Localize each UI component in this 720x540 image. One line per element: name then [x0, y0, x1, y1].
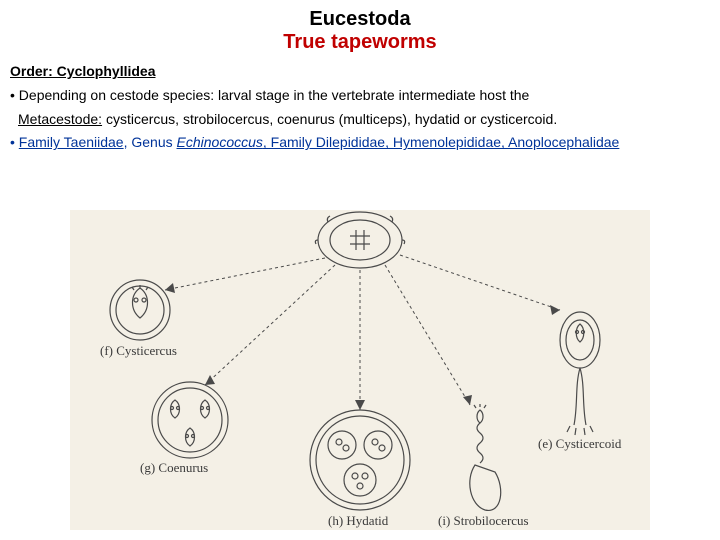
egg-icon [315, 212, 404, 268]
title-sub: True tapeworms [0, 31, 720, 54]
label-i: (i) Strobilocercus [438, 513, 529, 528]
content-block: Order: Cyclophyllidea • Depending on ces… [0, 54, 720, 155]
title-main: Eucestoda [0, 8, 720, 31]
figure-svg: (f) Cysticercus (g) Coenurus [70, 210, 650, 530]
label-e: (e) Cysticercoid [538, 436, 622, 451]
metacestode-term: Metacestode: [18, 111, 102, 127]
genus-word: , Genus [124, 134, 177, 150]
genus-echinococcus: Echinococcus [177, 134, 263, 150]
slide: Eucestoda True tapeworms Order: Cyclophy… [0, 0, 720, 540]
cysticercus-icon [110, 280, 170, 340]
bullet-1-line-a: • Depending on cestode species: larval s… [10, 84, 710, 108]
title-block: Eucestoda True tapeworms [0, 0, 720, 54]
family-taeniidae: Family Taeniidae [19, 134, 124, 150]
bullet-2: • Family Taeniidae, Genus Echinococcus, … [10, 131, 710, 155]
families-rest: , Family Dilepididae, Hymenolepididae, A… [263, 134, 619, 150]
larval-stages-figure: (f) Cysticercus (g) Coenurus [70, 210, 650, 530]
bullet-1-rest: cysticercus, strobilocercus, coenurus (m… [102, 111, 557, 127]
bullet-1-line-b: Metacestode: cysticercus, strobilocercus… [10, 108, 710, 132]
coenurus-icon [152, 382, 228, 458]
label-g: (g) Coenurus [140, 460, 208, 475]
strobilocercus-icon [470, 404, 501, 510]
hydatid-icon [310, 410, 410, 510]
order-heading: Order: Cyclophyllidea [10, 60, 710, 84]
label-h: (h) Hydatid [328, 513, 389, 528]
arrowheads-icon [165, 283, 560, 410]
bullet-2-prefix: • [10, 134, 19, 150]
cysticercoid-icon [560, 312, 600, 435]
arrows-icon [165, 255, 560, 410]
label-f: (f) Cysticercus [100, 343, 177, 358]
